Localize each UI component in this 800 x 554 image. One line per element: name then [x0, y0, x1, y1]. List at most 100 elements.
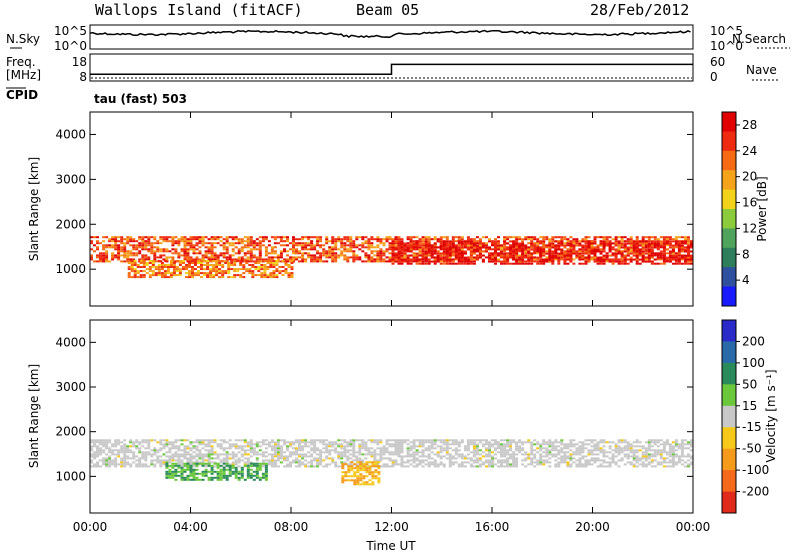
heatmap-cell-0 — [671, 252, 675, 255]
heatmap-cell-2 — [394, 254, 398, 257]
heatmap-cell-0 — [90, 449, 93, 452]
heatmap-cell-2 — [548, 254, 552, 257]
heatmap-cell-0 — [162, 445, 166, 448]
heatmap-cell-1 — [263, 270, 267, 273]
heatmap-cell-0 — [400, 461, 404, 464]
heatmap-cell-0 — [382, 242, 386, 245]
heatmap-cell-0 — [388, 451, 392, 454]
heatmap-cell-0 — [174, 459, 178, 462]
heatmap-cell-2 — [590, 248, 594, 251]
heatmap-cell-1 — [185, 276, 188, 279]
heatmap-cell-0 — [343, 439, 347, 442]
heatmap-cell-0 — [412, 465, 416, 468]
heatmap-cell-1 — [257, 268, 261, 271]
heatmap-cell-0 — [237, 242, 241, 245]
heatmap-cell-0 — [228, 439, 232, 442]
heatmap-cell-0 — [213, 252, 217, 255]
heatmap-cell-2 — [406, 246, 410, 249]
heatmap-cell-0 — [346, 443, 350, 446]
heatmap-cell-2 — [391, 242, 395, 245]
heatmap-cell-2 — [593, 252, 597, 255]
heatmap-cell-2 — [548, 252, 552, 255]
heatmap-cell-0 — [677, 447, 681, 450]
heatmap-cell-0 — [249, 252, 253, 255]
heatmap-cell-2 — [448, 246, 452, 249]
heatmap-cell-1 — [195, 464, 199, 467]
heatmap-cell-0 — [563, 238, 567, 241]
heatmap-cell-0 — [466, 256, 470, 259]
heatmap-cell-2 — [602, 258, 606, 261]
heatmap-cell-0 — [183, 447, 187, 450]
heatmap-cell-0 — [273, 250, 277, 253]
heatmap-cell-0 — [207, 451, 211, 454]
heatmap-cell-1 — [127, 274, 131, 277]
heatmap-cell-2 — [341, 465, 345, 468]
heatmap-cell-0 — [237, 252, 241, 255]
heatmap-cell-2 — [690, 254, 693, 257]
heatmap-cell-0 — [409, 260, 413, 263]
heatmap-cell-2 — [454, 244, 458, 247]
heatmap-cell-0 — [286, 457, 289, 460]
heatmap-cell-0 — [665, 252, 669, 255]
y-tick-label: 1000 — [55, 262, 86, 276]
heatmap-cell-0 — [99, 451, 102, 454]
heatmap-cell-0 — [382, 244, 386, 247]
heatmap-cell-0 — [557, 457, 561, 460]
heatmap-cell-2 — [350, 465, 354, 468]
heatmap-cell-0 — [349, 250, 353, 253]
heatmap-cell-1 — [275, 268, 279, 271]
colorbar-swatch — [722, 448, 736, 471]
heatmap-cell-2 — [463, 252, 467, 255]
heatmap-cell-0 — [159, 242, 163, 245]
heatmap-cell-0 — [448, 465, 452, 468]
heatmap-cell-0 — [165, 256, 169, 259]
heatmap-cell-1 — [212, 264, 216, 266]
heatmap-cell-0 — [506, 236, 510, 239]
heatmap-cell-0 — [304, 252, 308, 255]
heatmap-cell-2 — [448, 252, 452, 255]
heatmap-cell-0 — [364, 240, 368, 243]
heatmap-cell-2 — [445, 258, 449, 261]
heatmap-cell-0 — [400, 447, 404, 450]
heatmap-cell-0 — [647, 443, 651, 446]
heatmap-cell-1 — [215, 264, 219, 266]
heatmap-cell-0 — [201, 240, 205, 243]
heatmap-cell-0 — [316, 463, 320, 466]
heatmap-cell-0 — [192, 447, 196, 450]
heatmap-cell-1 — [284, 268, 288, 271]
colorbar-swatch — [722, 405, 736, 428]
heatmap-cell-0 — [298, 244, 301, 247]
heatmap-cell-0 — [147, 242, 151, 245]
heatmap-cell-0 — [524, 238, 528, 241]
heatmap-cell-0 — [542, 443, 546, 446]
heatmap-cell-2 — [350, 467, 354, 470]
heatmap-cell-2 — [521, 250, 525, 253]
heatmap-cell-2 — [430, 248, 434, 251]
heatmap-cell-0 — [530, 449, 534, 452]
heatmap-cell-0 — [304, 244, 308, 247]
heatmap-cell-0 — [626, 461, 630, 464]
heatmap-cell-1 — [236, 270, 240, 273]
heatmap-cell-0 — [102, 445, 106, 448]
heatmap-cell-0 — [192, 455, 196, 458]
heatmap-cell-0 — [228, 254, 232, 257]
heatmap-cell-0 — [322, 441, 326, 444]
heatmap-cell-1 — [233, 268, 237, 271]
heatmap-cell-0 — [500, 248, 503, 251]
heatmap-cell-0 — [515, 465, 519, 468]
heatmap-cell-0 — [105, 447, 109, 450]
heatmap-cell-2 — [415, 240, 419, 243]
heatmap-cell-0 — [406, 244, 410, 247]
heatmap-cell-0 — [641, 248, 645, 251]
heatmap-cell-2 — [478, 252, 482, 255]
heatmap-cell-0 — [533, 449, 537, 452]
heatmap-cell-0 — [409, 238, 413, 241]
heatmap-cell-0 — [385, 465, 389, 468]
heatmap-cell-0 — [560, 457, 564, 460]
heatmap-cell-2 — [677, 240, 681, 243]
heatmap-cell-0 — [569, 441, 573, 444]
heatmap-cell-0 — [237, 461, 241, 464]
heatmap-cell-0 — [183, 250, 187, 253]
heatmap-cell-1 — [169, 260, 173, 262]
